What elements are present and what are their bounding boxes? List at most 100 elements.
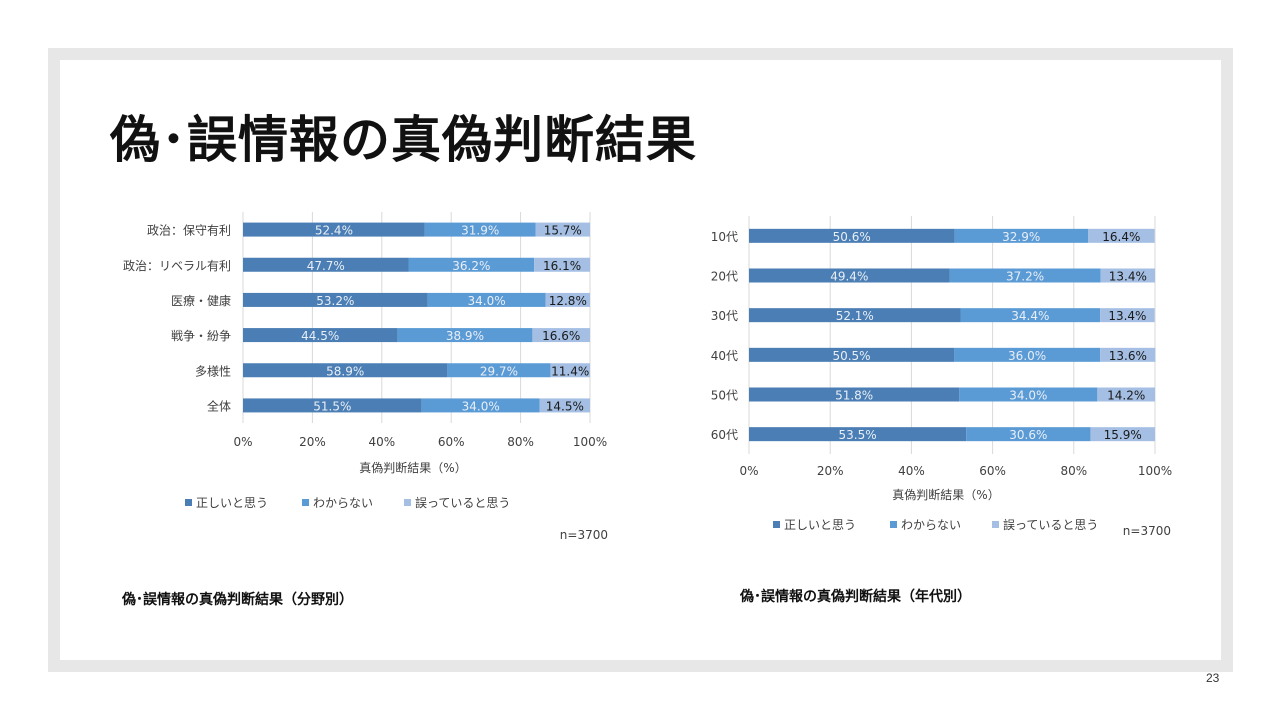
x-tick-label: 40% — [368, 435, 395, 449]
category-label: 60代 — [711, 428, 738, 442]
data-label: 32.9% — [1002, 230, 1040, 244]
legend-swatch — [890, 521, 897, 528]
data-label: 14.5% — [546, 399, 584, 413]
legend-label: 誤っていると思う — [415, 495, 510, 510]
bar-segment — [1097, 387, 1155, 402]
bar-segment — [1090, 427, 1155, 442]
bar-segment — [954, 347, 1101, 362]
legend-label: 正しいと思う — [196, 496, 268, 510]
data-label: 34.0% — [1009, 389, 1047, 403]
data-label: 53.2% — [316, 294, 354, 308]
bar-segment — [243, 363, 448, 378]
legend-label: わからない — [901, 518, 961, 532]
bar-segment — [1088, 228, 1155, 243]
data-label: 36.0% — [1008, 349, 1046, 363]
bar-segment — [1100, 308, 1155, 323]
data-label: 12.8% — [549, 294, 587, 308]
chart-by-field: 0% 20% 40% 60% 80% 100% 政治：保守有利 52.4% 31.9% 15.7%… — [123, 212, 608, 542]
bar-segment — [397, 328, 533, 343]
category-label: 50代 — [711, 389, 738, 403]
data-label: 50.5% — [832, 349, 870, 363]
data-label: 15.7% — [544, 224, 582, 238]
data-label: 44.5% — [301, 329, 339, 343]
data-label: 29.7% — [480, 364, 518, 378]
category-label: 政治：リベラル有利 — [123, 259, 231, 273]
x-tick-label: 0% — [233, 435, 252, 449]
bar-segment — [534, 257, 590, 272]
bar-segment — [749, 427, 967, 442]
x-tick-label: 20% — [817, 464, 844, 478]
legend-label: 誤っていると思う — [1003, 517, 1098, 532]
bar-segment — [243, 222, 425, 237]
legend-swatch — [992, 521, 999, 528]
data-label: 16.1% — [543, 259, 581, 273]
bar-segment — [966, 427, 1091, 442]
data-label: 50.6% — [833, 230, 871, 244]
bar-segment — [535, 222, 590, 237]
x-tick-label: 100% — [1138, 464, 1172, 478]
slide-title: 偽･誤情報の真偽判断結果 — [110, 111, 697, 169]
data-label: 34.4% — [1011, 309, 1049, 323]
x-tick-label: 80% — [1060, 464, 1087, 478]
bar-segment — [532, 328, 590, 343]
data-label: 36.2% — [452, 259, 490, 273]
data-label: 47.7% — [307, 259, 345, 273]
data-label: 16.6% — [542, 329, 580, 343]
bar-segment — [539, 398, 590, 413]
bar-segment — [243, 257, 409, 272]
data-label: 38.9% — [446, 329, 484, 343]
data-label: 13.4% — [1109, 270, 1147, 284]
x-axis-title: 真偽判断結果（%） — [892, 487, 999, 502]
data-label: 34.0% — [462, 399, 500, 413]
bar-segment — [749, 228, 955, 243]
data-label: 15.9% — [1104, 428, 1142, 442]
bar-segment — [1100, 268, 1155, 283]
bar-segment — [959, 387, 1098, 402]
x-axis-title: 真偽判断結果（%） — [359, 460, 466, 475]
legend-swatch — [185, 499, 192, 506]
bar-segment — [749, 347, 955, 362]
bar-segment — [949, 268, 1101, 283]
bar-segment — [408, 257, 535, 272]
data-label: 13.6% — [1109, 349, 1147, 363]
category-label: 30代 — [711, 309, 738, 323]
legend-label: わからない — [313, 496, 373, 510]
category-label: 40代 — [711, 349, 738, 363]
bar-segment — [243, 292, 428, 307]
chart-caption-by-age: 偽･誤情報の真偽判断結果（年代別） — [740, 589, 971, 605]
x-tick-label: 0% — [739, 464, 758, 478]
x-tick-label: 20% — [299, 435, 326, 449]
x-tick-label: 100% — [573, 435, 607, 449]
bar-segment — [749, 308, 961, 323]
data-label: 16.4% — [1102, 230, 1140, 244]
legend-swatch — [773, 521, 780, 528]
page-number: 23 — [1206, 671, 1220, 685]
data-label: 52.1% — [836, 309, 874, 323]
bar-segment — [550, 363, 590, 378]
bar-segment — [749, 387, 960, 402]
bar-segment — [243, 328, 398, 343]
x-tick-label: 80% — [507, 435, 534, 449]
data-label: 51.5% — [313, 399, 351, 413]
bar-segment — [421, 398, 540, 413]
bar-segment — [545, 292, 590, 307]
data-label: 58.9% — [326, 364, 364, 378]
legend-label: 正しいと思う — [784, 518, 856, 532]
legend-swatch — [302, 499, 309, 506]
data-label: 37.2% — [1006, 270, 1044, 284]
sample-size-note: n=3700 — [560, 528, 608, 542]
legend-swatch — [404, 499, 411, 506]
category-label: 全体 — [207, 398, 231, 413]
data-label: 30.6% — [1009, 428, 1047, 442]
data-label: 49.4% — [830, 270, 868, 284]
sample-size-note: n=3700 — [1123, 524, 1171, 538]
bar-segment — [427, 292, 546, 307]
category-label: 多様性 — [195, 364, 231, 378]
category-label: 政治：保守有利 — [147, 224, 231, 238]
category-label: 10代 — [711, 230, 738, 244]
bar-segment — [954, 228, 1089, 243]
data-label: 51.8% — [835, 389, 873, 403]
x-tick-label: 60% — [438, 435, 465, 449]
data-label: 53.5% — [839, 428, 877, 442]
